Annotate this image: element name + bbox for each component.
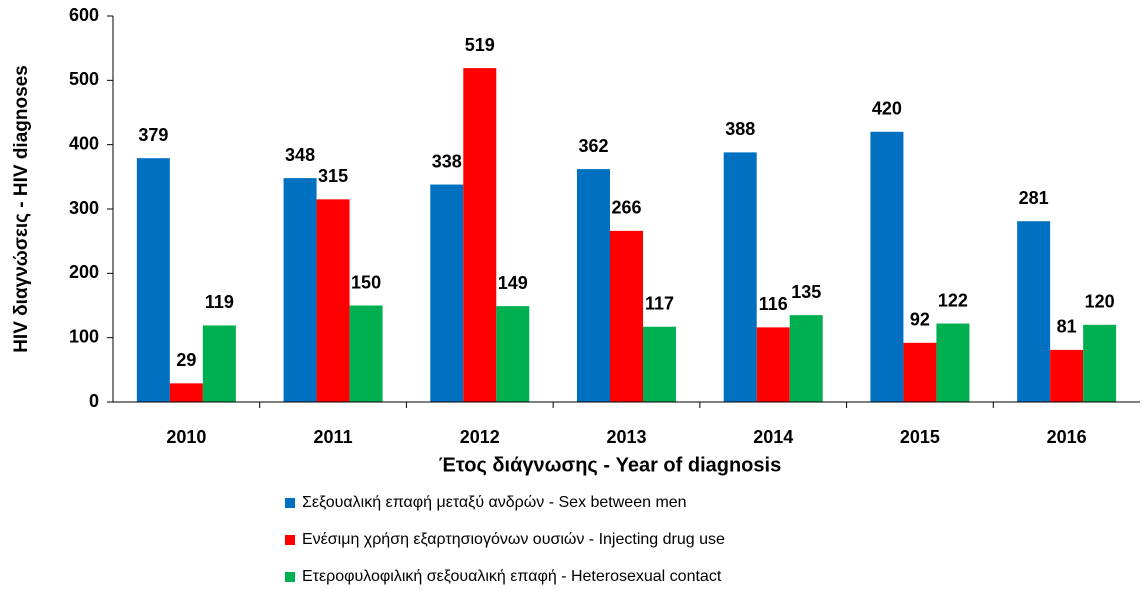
x-axis-title: Έτος διάγνωσης - Year of diagnosis: [439, 454, 781, 476]
legend-label: Ετεροφυλοφιλική σεξουαλική επαφή - Heter…: [302, 568, 722, 585]
x-tick-label: 2012: [460, 427, 500, 447]
bar: [283, 178, 317, 402]
bar: [430, 184, 464, 402]
bar: [349, 305, 383, 402]
bar: [936, 323, 970, 402]
bar: [496, 306, 530, 402]
data-label: 92: [910, 310, 930, 330]
y-tick-label: 500: [69, 69, 99, 89]
data-label: 281: [1019, 188, 1049, 208]
bar: [903, 342, 937, 402]
x-tick-label: 2013: [606, 427, 646, 447]
data-label: 120: [1085, 292, 1115, 312]
y-tick-label: 300: [69, 198, 99, 218]
bar: [136, 158, 170, 402]
legend-label: Ενέσιμη χρήση εξαρτησιογόνων ουσιών - In…: [302, 531, 725, 548]
legend-swatch: [285, 535, 295, 545]
data-label: 81: [1057, 317, 1077, 337]
y-tick-label: 0: [89, 391, 99, 411]
data-label: 119: [205, 292, 234, 312]
bar: [202, 325, 236, 402]
x-tick-label: 2015: [900, 427, 940, 447]
data-label: 116: [759, 294, 788, 314]
legend-label: Σεξουαλική επαφή μεταξύ ανδρών - Sex bet…: [302, 494, 687, 511]
data-label: 122: [938, 290, 968, 310]
data-label: 135: [791, 282, 821, 302]
data-label: 149: [498, 273, 528, 293]
y-axis-title: HIV διαγνώσεις - HIV diagnoses: [11, 65, 32, 353]
data-label: 266: [611, 198, 641, 218]
bar: [723, 152, 757, 402]
data-label: 519: [465, 35, 495, 55]
bar: [316, 199, 350, 402]
y-tick-label: 200: [69, 262, 99, 282]
bar: [756, 327, 790, 402]
data-label: 348: [285, 145, 315, 165]
x-tick-label: 2010: [166, 427, 206, 447]
data-label: 315: [318, 166, 348, 186]
bar: [870, 131, 904, 403]
bar: [1083, 324, 1117, 402]
bar: [1017, 221, 1051, 402]
x-tick-label: 2016: [1047, 427, 1087, 447]
bar: [1050, 349, 1084, 402]
y-tick-label: 400: [69, 133, 99, 153]
bar: [610, 230, 643, 402]
data-label: 150: [351, 272, 381, 292]
bar: [577, 169, 610, 402]
bar: [789, 315, 823, 402]
bar: [169, 383, 203, 402]
data-label: 29: [176, 350, 196, 370]
data-label: 379: [138, 125, 168, 145]
x-tick-label: 2011: [314, 427, 353, 447]
legend-swatch: [285, 498, 295, 508]
legend-swatch: [285, 572, 295, 582]
y-tick-label: 100: [69, 326, 99, 346]
data-label: 362: [578, 136, 608, 156]
data-label: 388: [725, 119, 755, 139]
data-label: 338: [432, 151, 462, 171]
bar: [463, 68, 497, 403]
data-label: 420: [872, 99, 902, 119]
x-tick-label: 2014: [753, 427, 793, 447]
data-label: 117: [645, 293, 674, 313]
bar: [643, 326, 676, 402]
y-tick-label: 600: [69, 5, 99, 25]
